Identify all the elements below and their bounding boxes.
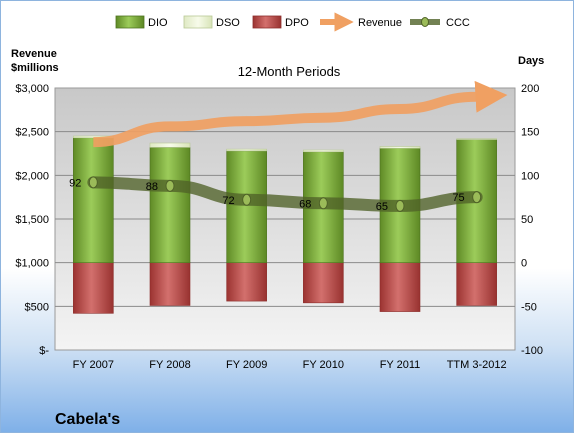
left-tick-label: $2,000 (15, 170, 49, 182)
left-tick-label: $1,000 (15, 258, 49, 270)
dso-bar (379, 146, 421, 149)
right-tick-label: 200 (521, 83, 539, 95)
left-axis-title-line1: Revenue (11, 48, 57, 60)
left-tick-label: $3,000 (15, 83, 49, 95)
dpo-bar (456, 262, 497, 306)
left-axis-title-line2: $millions (11, 62, 59, 74)
ccc-point (242, 193, 252, 206)
legend-label-dso: DSO (216, 17, 240, 29)
ccc-data-label: 68 (299, 198, 311, 210)
ccc-point (395, 199, 405, 212)
ccc-data-label: 72 (222, 195, 234, 207)
right-axis-ticks: 200 150 100 50 0 -50 -100 (521, 83, 543, 357)
ccc-data-label: 75 (452, 192, 464, 204)
dio-bar (73, 137, 114, 263)
dio-bar (226, 150, 267, 263)
ccc-data-label: 92 (69, 177, 81, 189)
bars-group (73, 135, 497, 314)
x-tick-label: FY 2011 (380, 359, 421, 371)
left-axis-ticks: $3,000 $2,500 $2,000 $1,500 $1,000 $500 $- (15, 83, 49, 357)
legend-swatch-dio (115, 15, 145, 29)
company-name: Cabela's (55, 411, 120, 428)
left-tick-label: $1,500 (15, 214, 49, 226)
right-tick-label: -100 (521, 345, 543, 357)
dso-bar (149, 142, 191, 148)
ccc-point (318, 197, 328, 210)
x-tick-label: FY 2007 (73, 359, 114, 371)
legend-label-ccc: CCC (446, 17, 470, 29)
right-axis-title: Days (518, 55, 544, 67)
x-tick-label: FY 2009 (226, 359, 267, 371)
right-tick-label: 0 (521, 258, 527, 270)
left-tick-label: $- (39, 345, 49, 357)
right-tick-label: 50 (521, 214, 533, 226)
legend-label-revenue: Revenue (358, 17, 402, 29)
ccc-layer: 92 88 72 68 65 75 (69, 176, 483, 213)
dso-bar (303, 149, 344, 153)
dpo-bar (226, 262, 267, 302)
left-tick-label: $2,500 (15, 127, 49, 139)
ccc-data-label: 88 (146, 181, 158, 193)
left-tick-label: $500 (25, 301, 49, 313)
ccc-point (88, 176, 98, 189)
right-tick-label: 150 (521, 127, 539, 139)
dso-bar (456, 138, 497, 140)
dpo-bar (73, 262, 114, 314)
ccc-point (472, 191, 482, 204)
right-tick-label: -50 (521, 301, 537, 313)
revenue-layer (93, 80, 508, 148)
x-axis-ticks: FY 2007 FY 2008 FY 2009 FY 2010 FY 2011 TTM 3… (73, 359, 507, 371)
chart-title: 12-Month Periods (238, 64, 341, 79)
dso-bar (226, 148, 267, 152)
right-tick-label: 100 (521, 170, 539, 182)
legend-marker-ccc (421, 17, 429, 27)
revenue-line (93, 80, 508, 148)
dpo-bar (303, 262, 344, 304)
dpo-bar (379, 262, 421, 312)
dio-bar (149, 147, 191, 263)
ccc-line (87, 176, 483, 212)
x-tick-label: FY 2008 (149, 359, 190, 371)
legend-label-dio: DIO (148, 17, 168, 29)
x-tick-label: FY 2010 (303, 359, 344, 371)
legend: DIO DSO DPO Revenue CCC (115, 12, 470, 32)
dpo-bar (149, 262, 191, 306)
legend-label-dpo: DPO (285, 17, 309, 29)
legend-swatch-dpo (252, 15, 282, 29)
ccc-point (165, 179, 175, 192)
x-tick-label: TTM 3-2012 (447, 359, 507, 371)
ccc-data-label: 65 (376, 201, 388, 213)
legend-swatch-dso (183, 15, 213, 29)
